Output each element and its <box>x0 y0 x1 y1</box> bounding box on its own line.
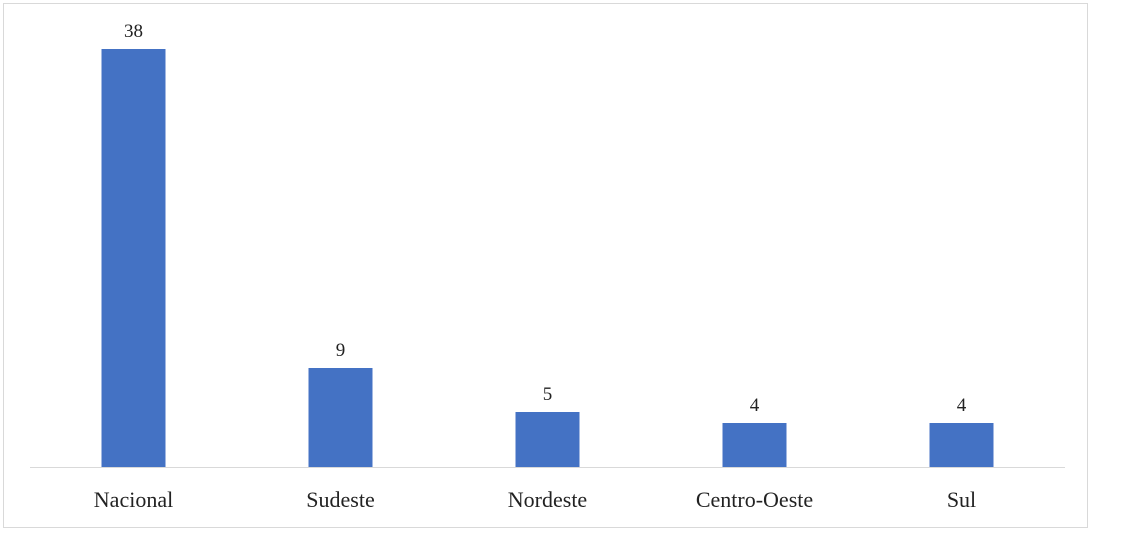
bar-nordeste <box>515 412 580 467</box>
bar-nacional <box>101 49 166 467</box>
bar-sul <box>929 423 994 467</box>
x-tick-label-centro-oeste: Centro-Oeste <box>696 487 813 512</box>
x-tick-label-nordeste: Nordeste <box>508 487 587 512</box>
data-labels-group: 38 9 5 4 4 <box>124 21 967 416</box>
data-label-centro-oeste: 4 <box>750 395 760 416</box>
data-label-sul: 4 <box>957 395 967 416</box>
x-tick-label-sul: Sul <box>947 487 976 512</box>
data-label-nacional: 38 <box>124 21 143 42</box>
x-tick-label-sudeste: Sudeste <box>306 487 374 512</box>
data-label-nordeste: 5 <box>543 384 553 405</box>
x-tick-labels-group: Nacional Sudeste Nordeste Centro-Oeste Sul <box>94 487 976 512</box>
bar-sudeste <box>308 368 373 467</box>
x-tick-label-nacional: Nacional <box>94 487 173 512</box>
data-label-sudeste: 9 <box>336 340 346 361</box>
bar-centro-oeste <box>722 423 787 467</box>
bars-group <box>101 49 994 467</box>
